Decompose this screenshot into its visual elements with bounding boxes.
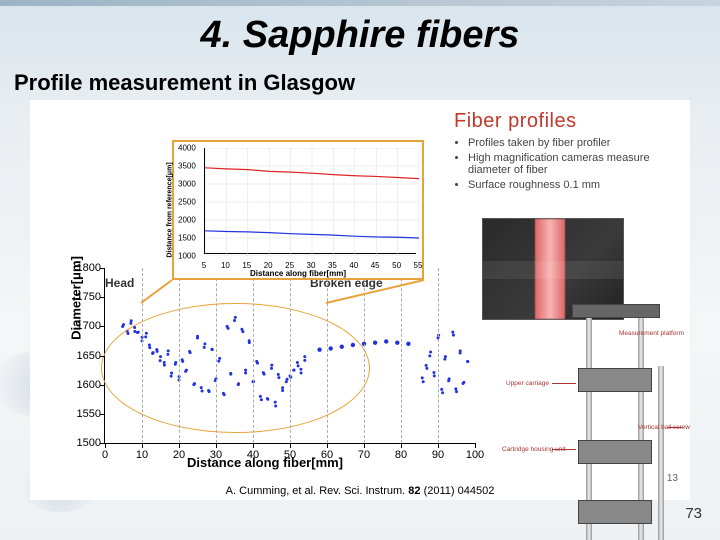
photo-band: [483, 261, 623, 279]
citation-suffix: (2011) 044502: [421, 485, 495, 497]
citation-volume: 82: [408, 485, 420, 497]
apparatus-label: Upper carriage: [506, 380, 549, 387]
apparatus-carriage: [578, 368, 652, 392]
top-bar: [0, 0, 720, 6]
page-number: 73: [685, 505, 702, 522]
apparatus-rod: [658, 366, 664, 540]
callout-lines: [50, 128, 480, 468]
apparatus-label: Measurement platform: [619, 330, 684, 337]
sub-page-number: 13: [667, 473, 678, 484]
bullet-item: Surface roughness 0.1 mm: [468, 179, 682, 191]
bullet-item: High magnification cameras measure diame…: [468, 152, 682, 176]
citation: A. Cumming, et al. Rev. Sci. Instrum. 82…: [226, 485, 495, 497]
apparatus-diagram: Measurement platform Upper carriage Cart…: [560, 290, 680, 540]
apparatus-top: [572, 304, 660, 318]
apparatus-carriage: [578, 500, 652, 524]
apparatus-label: Vertical ball screw: [638, 424, 690, 431]
bullet-item: Profiles taken by fiber profiler: [468, 137, 682, 149]
citation-prefix: A. Cumming, et al. Rev. Sci. Instrum.: [226, 485, 409, 497]
bullet-list: Profiles taken by fiber profiler High ma…: [454, 137, 682, 191]
profiles-title: Fiber profiles: [454, 110, 682, 133]
content-box: Diameter[μm] 150015501600165017001750180…: [30, 100, 690, 500]
apparatus-carriage: [578, 440, 652, 464]
slide-subtitle: Profile measurement in Glasgow: [14, 70, 355, 96]
main-chart: Diameter[μm] 150015501600165017001750180…: [50, 128, 480, 468]
slide-title: 4. Sapphire fibers: [0, 14, 720, 57]
